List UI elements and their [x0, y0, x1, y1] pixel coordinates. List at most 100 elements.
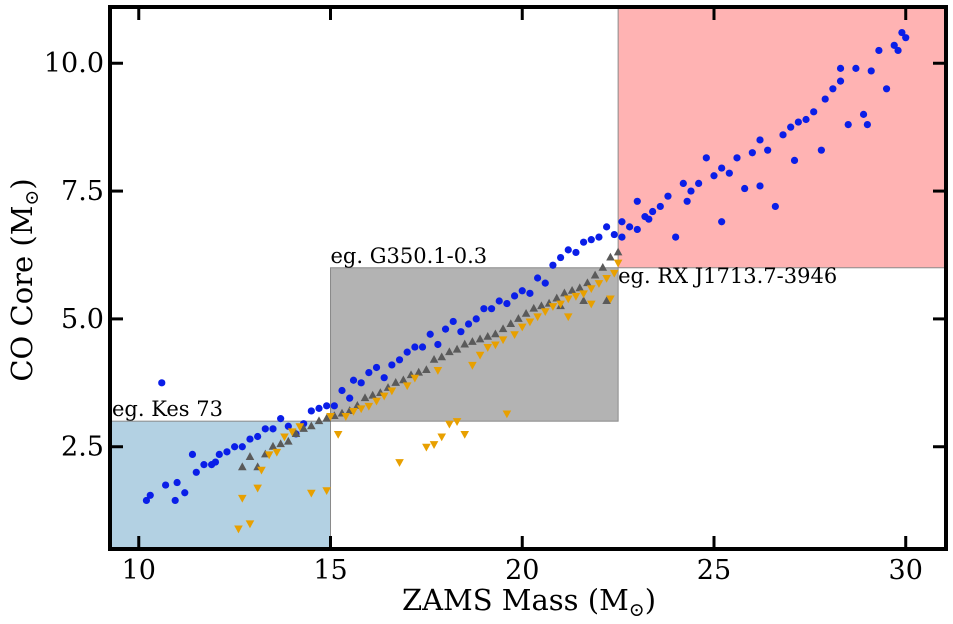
- data-point-up-triangles-32: [483, 332, 493, 340]
- data-point-up-triangles-38: [529, 303, 539, 312]
- data-point-circles-55: [541, 279, 549, 287]
- data-point-circles-85: [771, 202, 779, 211]
- data-point-down-triangles-2: [245, 520, 255, 529]
- data-point-up-triangles-44: [575, 283, 585, 292]
- data-point-circles-20: [277, 415, 285, 423]
- annotation-layer: eg. Kes 73 eg. G350.1-0.3 eg. RX J1713.7-3…: [112, 244, 837, 421]
- data-point-up-triangles-29: [460, 339, 470, 348]
- data-point-down-triangles-15: [349, 407, 358, 416]
- region-annotation-2: eg. G350.1-0.3: [331, 244, 488, 268]
- data-point-circles-15: [238, 443, 246, 451]
- data-point-circles-52: [518, 287, 526, 295]
- data-point-circles-59: [572, 248, 580, 257]
- data-point-up-triangles-26: [437, 352, 447, 361]
- data-point-circles-87: [787, 123, 795, 131]
- data-point-circles-112: [863, 121, 871, 129]
- data-point-circles-25: [315, 404, 323, 412]
- data-point-circles-18: [261, 425, 269, 433]
- data-point-circles-46: [472, 315, 480, 323]
- data-point-down-triangles-11: [322, 487, 331, 495]
- region-annotation-3: eg. RX J1713.7-3946: [618, 264, 837, 288]
- data-point-circles-9: [200, 461, 208, 469]
- data-point-circles-76: [702, 154, 710, 162]
- data-point-down-triangles-42: [548, 303, 558, 311]
- data-point-circles-47: [480, 305, 488, 313]
- data-point-up-triangles-52: [602, 296, 611, 305]
- data-point-down-triangles-38: [517, 323, 527, 332]
- data-point-circles-50: [503, 299, 511, 308]
- data-point-circles-71: [664, 192, 672, 200]
- data-point-circles-33: [372, 363, 381, 372]
- data-point-circles-93: [829, 85, 837, 93]
- data-point-up-triangles-36: [514, 314, 523, 322]
- y-tick-label-2.5: 2.5: [61, 432, 104, 463]
- data-point-down-triangles-30: [460, 430, 470, 439]
- data-point-circles-89: [802, 115, 810, 124]
- points-layer: [142, 28, 910, 534]
- data-point-circles-84: [764, 146, 772, 154]
- data-point-down-triangles-20: [387, 387, 397, 396]
- data-point-circles-16: [246, 435, 254, 443]
- shaded-region-1: [109, 420, 332, 550]
- data-point-up-triangles-21: [399, 375, 408, 384]
- data-point-up-triangles-5: [276, 439, 285, 448]
- data-point-circles-54: [533, 274, 542, 282]
- data-point-down-triangles-40: [533, 313, 542, 322]
- data-point-circles-57: [556, 253, 565, 262]
- data-point-circles-109: [756, 182, 764, 190]
- data-point-down-triangles-4: [257, 466, 266, 475]
- region-annotation-1: eg. Kes 73: [112, 397, 223, 421]
- data-point-circles-58: [564, 246, 572, 254]
- data-point-up-triangles-11: [322, 413, 331, 422]
- data-point-circles-106: [645, 215, 653, 223]
- data-point-up-triangles-28: [452, 344, 462, 353]
- data-point-circles-11: [211, 458, 220, 466]
- data-point-up-triangles-10: [314, 416, 324, 425]
- y-axis-label: CO Core (M⊙): [5, 178, 43, 381]
- x-tick-label-15: 15: [313, 555, 347, 586]
- data-point-down-triangles-13: [333, 430, 343, 439]
- data-point-down-triangles-37: [510, 331, 519, 340]
- data-point-up-triangles-46: [590, 270, 600, 279]
- data-point-down-triangles-46: [579, 290, 588, 299]
- data-point-up-triangles-51: [579, 296, 588, 305]
- data-point-circles-102: [898, 28, 906, 37]
- data-point-circles-110: [790, 156, 799, 164]
- data-point-down-triangles-41: [540, 308, 550, 317]
- data-point-circles-36: [395, 356, 404, 364]
- y-tick-label-7.5: 7.5: [61, 176, 104, 207]
- data-point-circles-17: [254, 432, 262, 441]
- data-point-circles-70: [656, 202, 664, 211]
- data-point-up-triangles-17: [368, 390, 377, 399]
- data-point-down-triangles-22: [402, 382, 412, 391]
- x-axis-label: ZAMS Mass (M⊙): [402, 583, 656, 621]
- data-point-circles-51: [510, 292, 519, 300]
- data-point-circles-73: [679, 179, 687, 188]
- data-point-up-triangles-33: [491, 329, 500, 338]
- data-point-down-triangles-35: [498, 336, 508, 345]
- data-point-circles-92: [821, 95, 829, 103]
- data-point-circles-107: [683, 197, 691, 205]
- data-point-circles-35: [388, 361, 396, 369]
- data-point-circles-26: [323, 402, 331, 410]
- data-point-circles-69: [649, 207, 657, 216]
- data-point-down-triangles-18: [372, 397, 381, 406]
- x-tick-label-10: 10: [122, 555, 156, 586]
- data-point-down-triangles-44: [563, 295, 573, 304]
- data-point-circles-49: [495, 297, 503, 305]
- data-point-up-triangles-27: [445, 347, 454, 356]
- data-point-up-triangles-6: [284, 436, 293, 445]
- data-point-down-triangles-21: [395, 459, 404, 467]
- data-point-circles-80: [733, 154, 741, 162]
- data-point-circles-77: [710, 172, 718, 180]
- data-point-circles-39: [418, 343, 427, 351]
- data-point-circles-83: [756, 136, 764, 144]
- data-point-circles-108: [718, 218, 726, 226]
- data-point-circles-56: [549, 261, 557, 269]
- data-point-up-triangles-9: [307, 421, 316, 430]
- data-point-circles-2: [158, 379, 166, 387]
- data-point-down-triangles-25: [429, 441, 439, 449]
- data-point-circles-12: [215, 450, 223, 459]
- data-point-circles-4: [171, 496, 179, 505]
